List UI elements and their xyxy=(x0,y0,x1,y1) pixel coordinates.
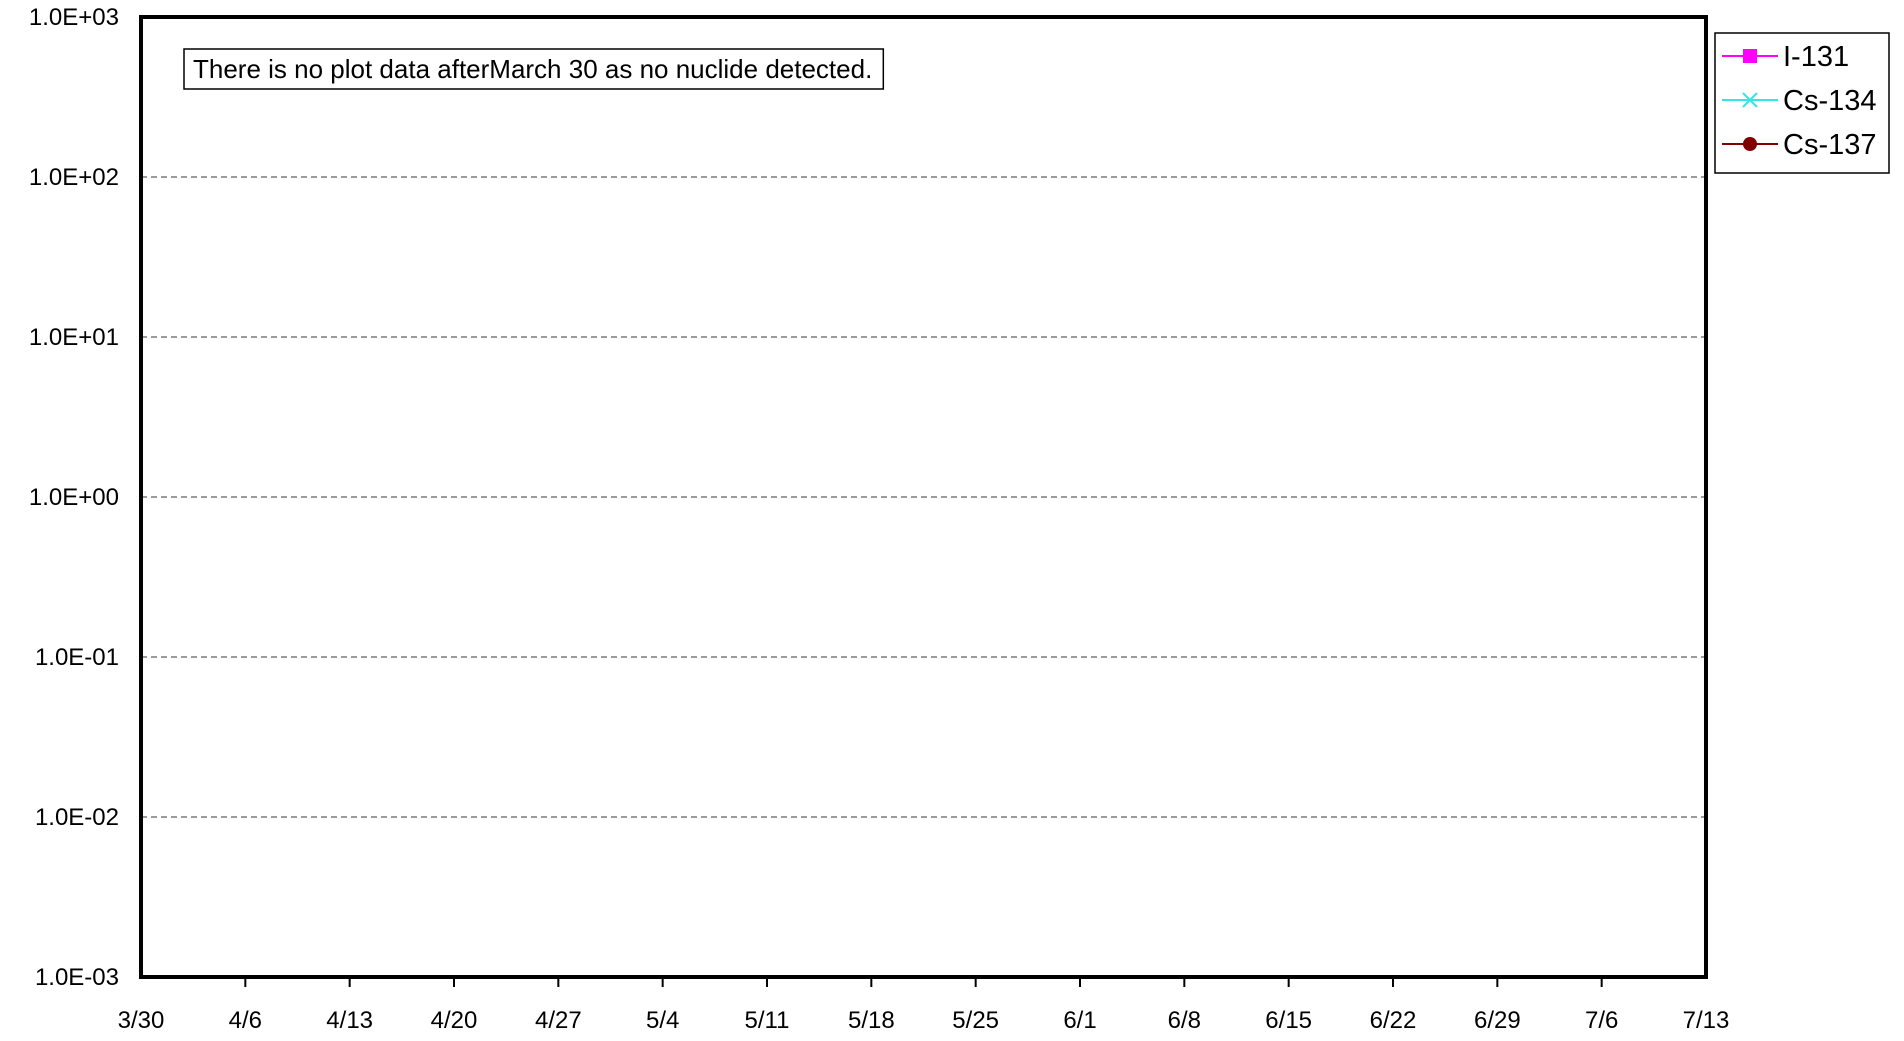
legend-item: Cs-134 xyxy=(1722,85,1877,117)
gridlines xyxy=(141,176,1706,818)
legend-items: I-131 Cs-134 Cs-137 xyxy=(1722,41,1877,161)
y-tick-label: 1.0E-03 xyxy=(35,964,119,991)
x-tick-label: 6/29 xyxy=(1474,1007,1521,1034)
y-axis-tick-labels: 1.0E+03 1.0E+02 1.0E+01 1.0E+00 1.0E-01 1.0E-… xyxy=(29,4,119,991)
x-tick-label: 4/6 xyxy=(229,1007,262,1034)
legend-label: Cs-137 xyxy=(1783,129,1877,161)
legend-circle-marker-icon xyxy=(1743,137,1757,151)
x-tick-label: 7/13 xyxy=(1683,1007,1730,1034)
y-tick-label: 1.0E-01 xyxy=(35,644,119,671)
y-tick-label: 1.0E+03 xyxy=(29,4,119,31)
x-tick-label: 6/1 xyxy=(1063,1007,1096,1034)
x-tick-label: 5/18 xyxy=(848,1007,895,1034)
annotation-box: There is no plot data afterMarch 30 as n… xyxy=(183,48,885,90)
legend-x-marker-icon xyxy=(1742,92,1758,108)
x-tick-label: 6/22 xyxy=(1370,1007,1417,1034)
legend-label: I-131 xyxy=(1783,41,1849,73)
y-tick-label: 1.0E+02 xyxy=(29,164,119,191)
y-tick-label: 1.0E+00 xyxy=(29,484,119,511)
x-tick-label: 4/20 xyxy=(431,1007,478,1034)
x-tick-label: 3/30 xyxy=(118,1007,165,1034)
x-tick-label: 4/27 xyxy=(535,1007,582,1034)
x-tick-label: 6/15 xyxy=(1265,1007,1312,1034)
legend-item: Cs-137 xyxy=(1722,129,1877,161)
x-tick-label: 4/13 xyxy=(326,1007,373,1034)
legend: I-131 Cs-134 Cs-137 xyxy=(1714,32,1890,174)
annotation-text: There is no plot data afterMarch 30 as n… xyxy=(193,54,872,84)
annotation-border xyxy=(183,48,885,90)
x-tick-label: 5/4 xyxy=(646,1007,679,1034)
plot-area-frame xyxy=(139,15,1708,979)
legend-label: Cs-134 xyxy=(1783,85,1877,117)
legend-square-marker-icon xyxy=(1743,49,1757,63)
y-tick-label: 1.0E-02 xyxy=(35,804,119,831)
x-tick-label: 7/6 xyxy=(1585,1007,1618,1034)
y-tick-label: 1.0E+01 xyxy=(29,324,119,351)
x-tick-label: 5/25 xyxy=(952,1007,999,1034)
x-axis-ticks: 3/30 4/6 4/13 4/20 4/27 5/4 5/11 5/18 5/25 6/1 6/8… xyxy=(118,977,1730,1034)
x-tick-label: 6/8 xyxy=(1168,1007,1201,1034)
legend-item: I-131 xyxy=(1722,41,1849,73)
x-tick-label: 5/11 xyxy=(745,1007,790,1034)
